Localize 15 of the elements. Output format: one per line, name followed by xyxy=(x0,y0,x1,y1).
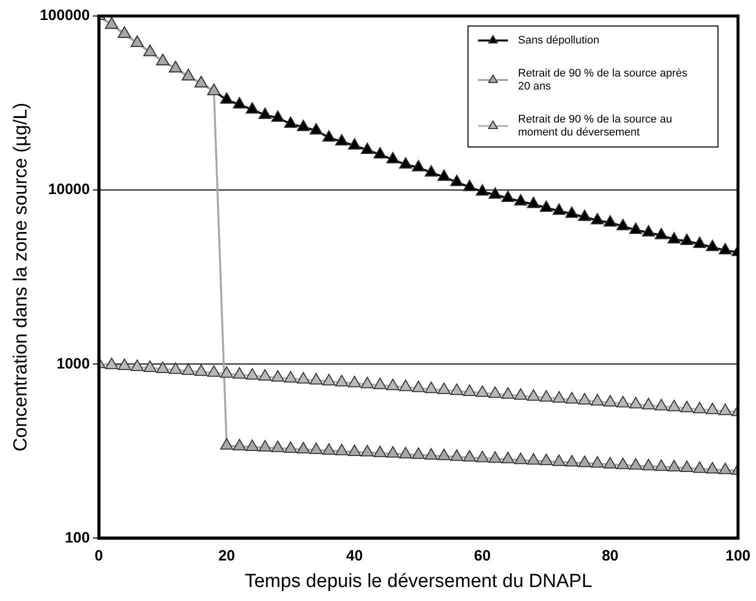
x-tick-label: 20 xyxy=(218,547,236,564)
x-tick-label: 60 xyxy=(474,547,491,564)
x-tick-label: 0 xyxy=(94,547,104,564)
legend-label: Retrait de 90 % de la source après 20 ans xyxy=(518,68,688,93)
legend-label: Sans dépollution xyxy=(518,34,600,47)
y-axis-title: Concentration dans la zone source (µg/L) xyxy=(10,102,32,452)
y-tick-label: 10000 xyxy=(48,181,90,198)
x-tick-label: 100 xyxy=(725,547,751,564)
x-tick-label: 40 xyxy=(346,547,363,564)
y-tick-label: 100 xyxy=(64,529,90,546)
x-axis-title: Temps depuis le déversement du DNAPL xyxy=(244,570,592,592)
legend-label: Retrait de 90 % de la source au moment du déversement xyxy=(518,114,672,139)
y-tick-label: 1000 xyxy=(56,355,90,372)
x-tick-label: 80 xyxy=(602,547,619,564)
y-tick-label: 100000 xyxy=(40,7,90,24)
